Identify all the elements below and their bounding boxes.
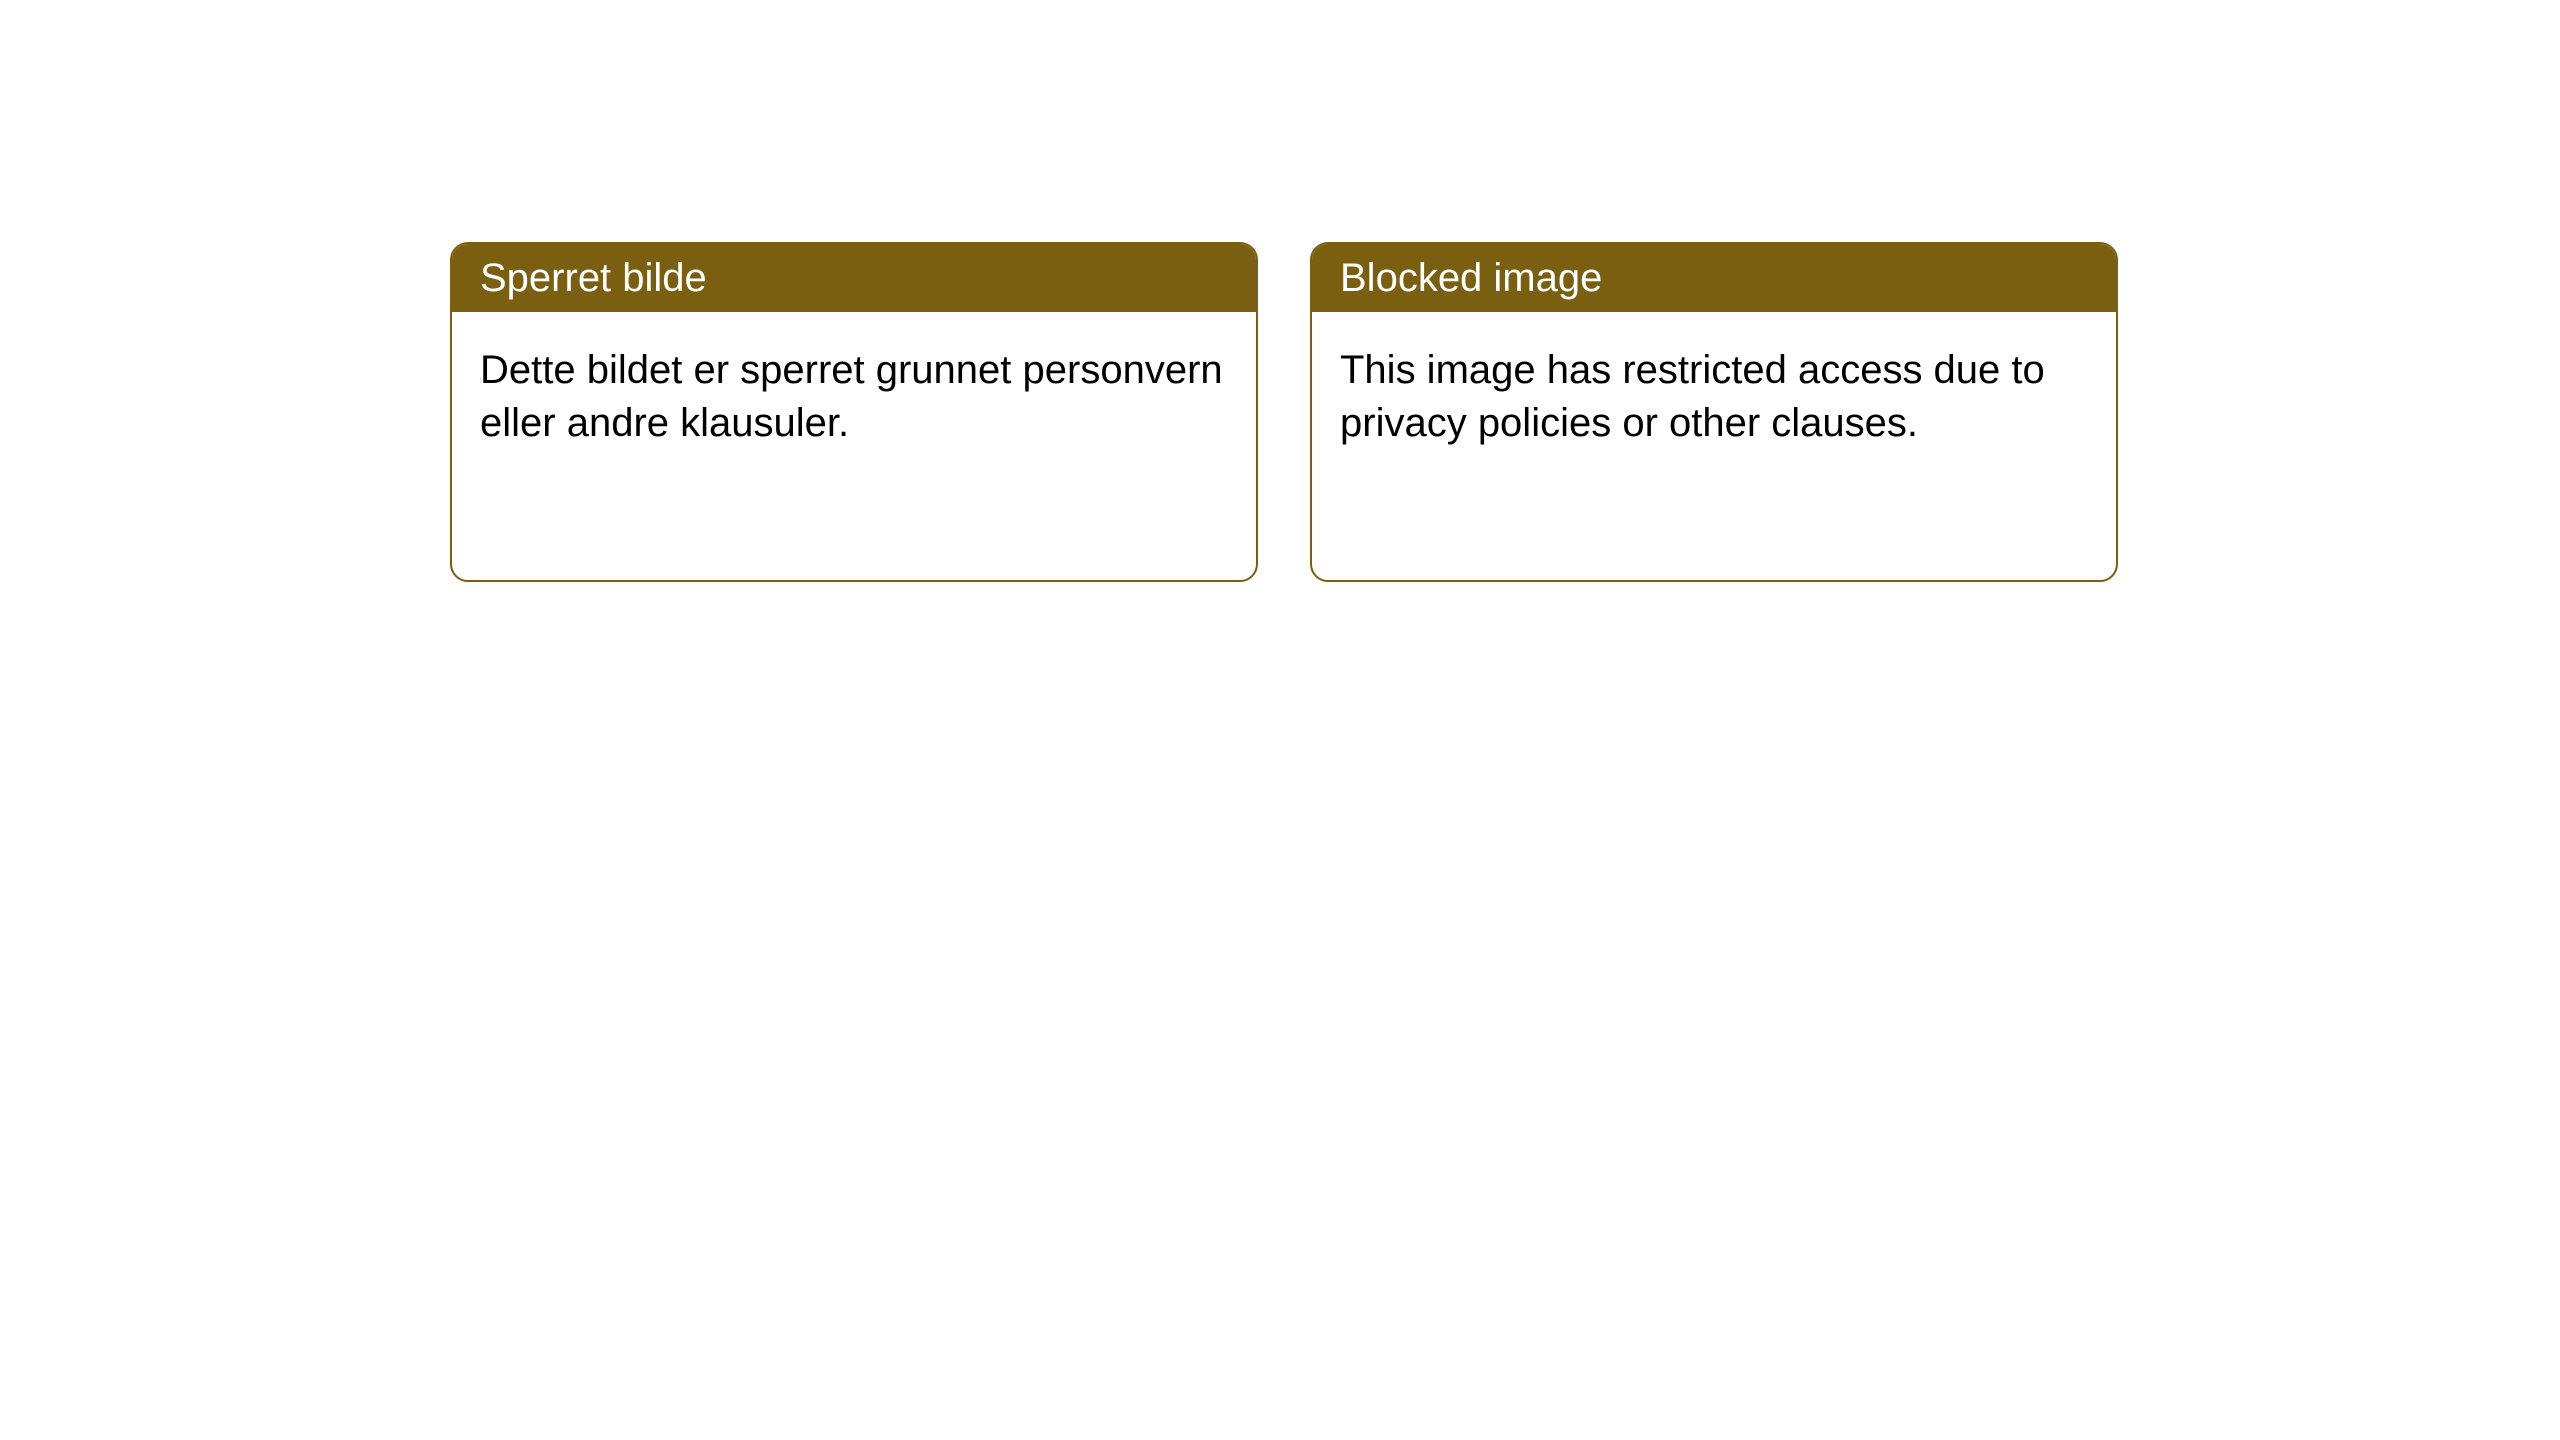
blocked-image-card-no: Sperret bilde Dette bildet er sperret gr… bbox=[450, 242, 1258, 582]
card-title-no: Sperret bilde bbox=[452, 244, 1256, 312]
card-body-no: Dette bildet er sperret grunnet personve… bbox=[452, 312, 1256, 482]
notice-container: Sperret bilde Dette bildet er sperret gr… bbox=[0, 0, 2560, 582]
blocked-image-card-en: Blocked image This image has restricted … bbox=[1310, 242, 2118, 582]
card-title-en: Blocked image bbox=[1312, 244, 2116, 312]
card-body-en: This image has restricted access due to … bbox=[1312, 312, 2116, 482]
